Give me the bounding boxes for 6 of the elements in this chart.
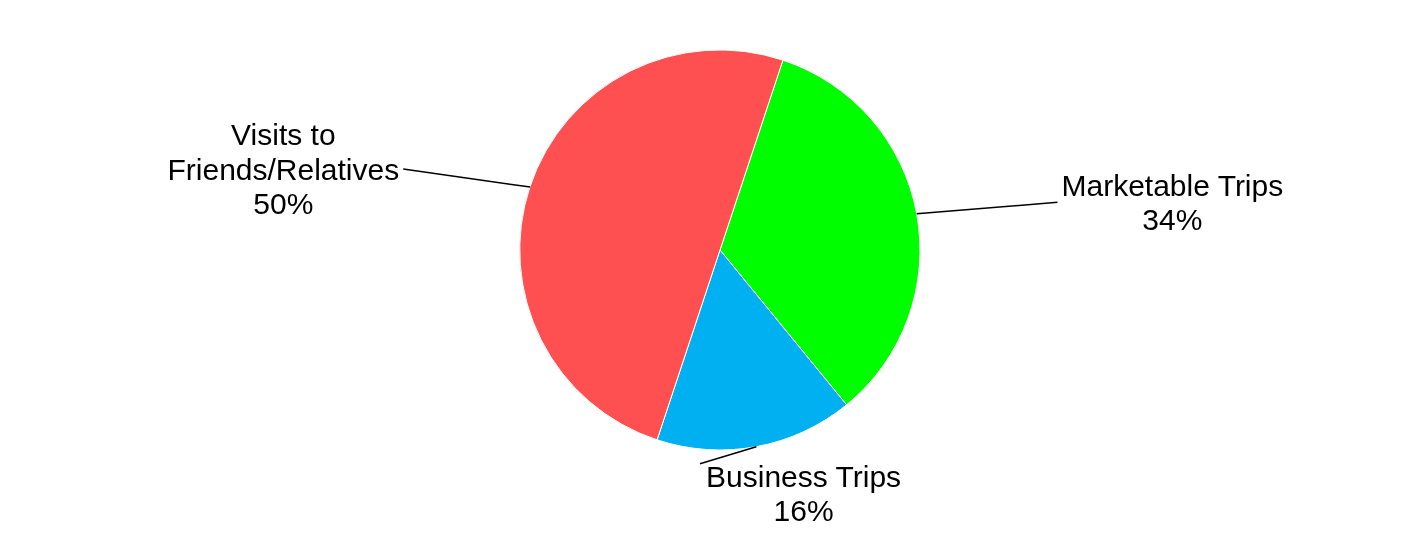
data-label: 34% — [1142, 203, 1203, 237]
data-label: 16% — [773, 494, 834, 528]
slice-label: Visits to Friends/Relatives — [167, 118, 400, 186]
data-label: 50% — [253, 187, 314, 221]
slice-label: Marketable Trips — [1061, 168, 1284, 202]
slice-label: Business Trips — [706, 459, 902, 493]
